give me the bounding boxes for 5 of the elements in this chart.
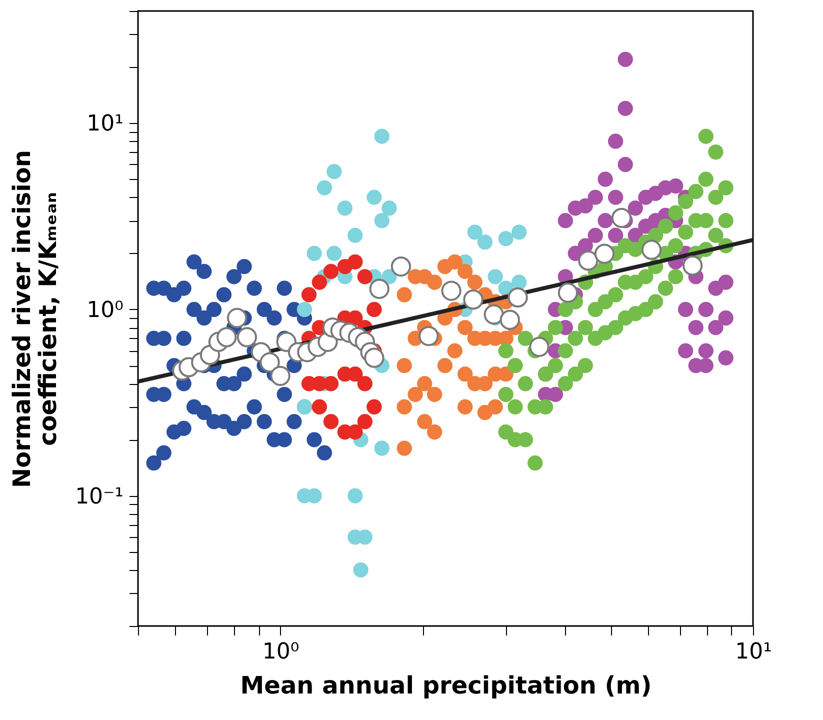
y-tick-label: 10¹ <box>86 112 124 137</box>
x-axis-title: Mean annual precipitation (m) <box>240 672 652 700</box>
y-tick-label: 10⁻¹ <box>75 484 124 510</box>
y-tick-label: 10⁰ <box>86 298 124 323</box>
y-axis-title: Normalized river incision coefficient, K/Kₘₑₐₙ <box>8 150 62 488</box>
